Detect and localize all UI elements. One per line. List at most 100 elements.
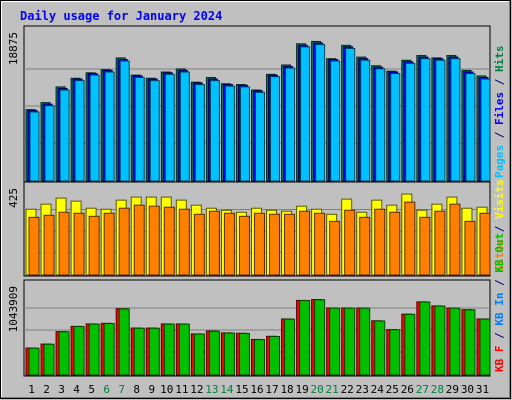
panel-max-label: 18875 [7,32,20,65]
bar [148,327,160,376]
x-tick-label: 3 [58,383,65,396]
panel-bars [25,193,491,276]
bar [449,307,461,376]
x-axis-day-labels: 1 2 3 4 5 6 7 8 9 10 11 12 13 14 15 16 17 18 19 20 21 22 23 24 2… [28,383,489,396]
bar [330,60,341,182]
bar [59,89,70,182]
bar [359,216,371,276]
bar [345,47,356,182]
x-tick-label: 23 [356,383,369,396]
bar [194,84,205,182]
bar [360,59,371,182]
bar [73,212,85,276]
legend-entry: / [493,273,506,293]
bar [58,331,70,376]
bar [164,73,175,182]
x-tick-label: 4 [73,383,80,396]
bar [118,207,130,276]
x-tick-label: 14 [220,383,234,396]
legend-entry: Hits [493,46,506,73]
bar [359,307,371,376]
bar [178,208,190,276]
x-tick-label: 25 [386,383,399,396]
bar [390,73,401,182]
x-tick-label: 30 [461,383,474,396]
x-tick-label: 18 [280,383,293,396]
bar [208,330,220,376]
panel-legend-label: KB F / KB In / KB Out [493,233,506,372]
bar [179,71,190,182]
bar [465,73,476,182]
bar [329,220,341,276]
bar [405,62,416,182]
bar [300,46,311,182]
x-tick-label: 6 [103,383,110,396]
bar [389,211,401,276]
x-tick-label: 28 [431,383,444,396]
bar [374,320,386,376]
bar [284,318,296,376]
bar [28,216,40,276]
bar [43,214,55,276]
bar [269,335,281,376]
x-tick-label: 26 [401,383,414,396]
x-tick-label: 13 [205,383,218,396]
bar [434,210,446,276]
x-tick-label: 24 [371,383,385,396]
bar [434,305,446,376]
bar [314,212,326,276]
legend-entry: / [493,125,506,145]
x-tick-label: 31 [476,383,489,396]
bar [43,343,55,376]
bar [270,76,281,182]
bar [103,322,115,376]
x-tick-label: 21 [326,383,339,396]
bar [208,210,220,276]
bar [193,333,205,376]
bar [419,216,431,276]
bar [88,323,100,376]
bar [209,80,220,182]
bar [404,313,416,376]
bar [89,74,100,182]
bar [133,204,145,276]
bar [464,309,476,376]
bar [148,205,160,276]
bar [103,212,115,276]
x-tick-label: 19 [295,383,308,396]
bar [389,329,401,376]
panel-legend-label: Pages / Files / Hits [493,46,506,179]
x-tick-label: 7 [118,383,125,396]
bar [224,85,235,182]
x-tick-label: 12 [190,383,203,396]
bar [329,307,341,376]
bar [44,105,55,182]
panel-bars [25,40,491,182]
bar [88,215,100,276]
bar [315,44,326,182]
x-tick-label: 11 [175,383,188,396]
bar [269,213,281,276]
x-tick-label: 16 [250,383,263,396]
bar [28,347,40,376]
bar [435,59,446,182]
bar [284,213,296,276]
x-tick-label: 27 [416,383,429,396]
bar [480,78,491,182]
bar [163,323,175,376]
legend-entry: KB In [493,293,506,326]
panel-hits-files-pages: 18875 Pages / Files / Hits [7,25,506,183]
x-tick-label: 8 [133,383,140,396]
bar [375,68,386,182]
series-sites [28,201,491,276]
panel-max-label: 425 [7,188,20,208]
panel-legend-label: Sites / Visits [493,179,506,272]
bar [299,300,311,376]
legend-entry: Files [493,92,506,125]
bar [419,301,431,376]
bar [374,208,386,276]
series-kb-out [28,299,491,376]
bar [29,111,40,182]
